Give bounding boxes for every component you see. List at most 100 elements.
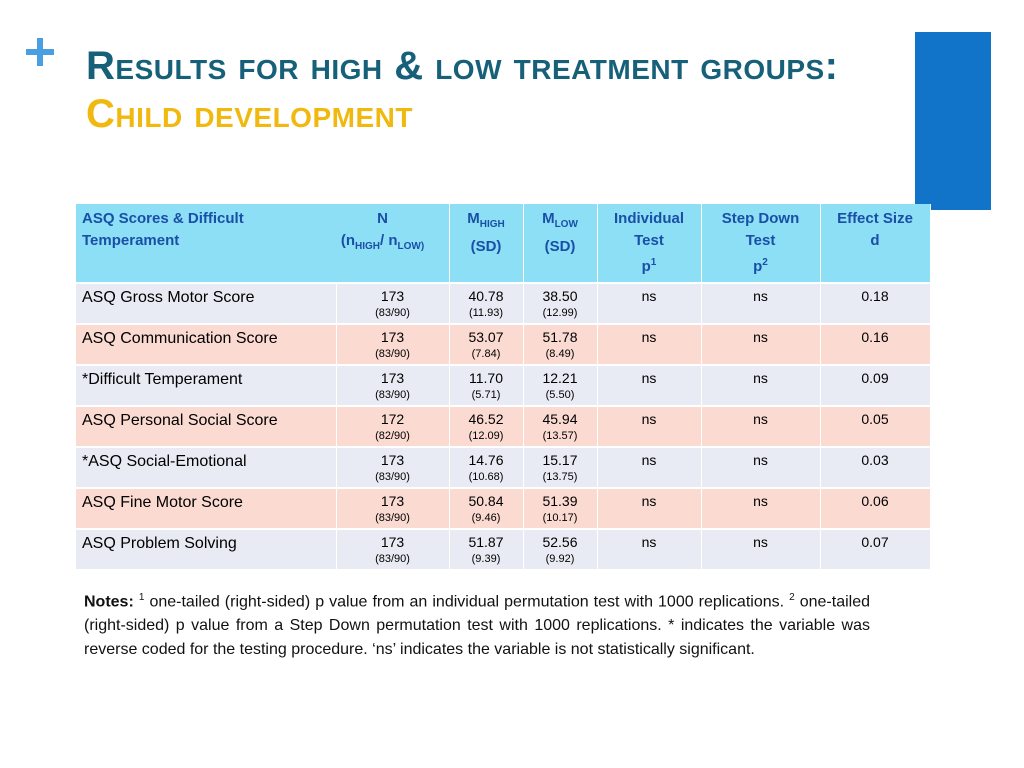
n-split: (82/90) bbox=[375, 430, 410, 442]
cell-m-high: 14.76 (10.68) bbox=[449, 447, 524, 489]
cell-individual-p: ns bbox=[597, 283, 702, 325]
cell-stepdown-p: ns bbox=[701, 365, 821, 407]
n-split: (83/90) bbox=[375, 512, 410, 524]
table-row: ASQ Gross Motor Score 173 (83/90) 40.78 (1… bbox=[76, 283, 931, 325]
cell-m-high: 51.87 (9.39) bbox=[449, 529, 524, 571]
table-header-row: ASQ Scores & Difficult Temperament N (nH… bbox=[76, 204, 931, 284]
cell-n: 173 (83/90) bbox=[336, 365, 450, 407]
header-eff-line2: d bbox=[870, 232, 880, 249]
row-label: *Difficult Temperament bbox=[76, 365, 337, 407]
cell-effect-size: 0.07 bbox=[820, 529, 931, 571]
cell-m-high: 40.78 (11.93) bbox=[449, 283, 524, 325]
mhigh-sd: (12.09) bbox=[468, 430, 504, 442]
table-row: *Difficult Temperament 173 (83/90) 11.70 (… bbox=[76, 365, 931, 407]
header-mhigh-main: M bbox=[467, 210, 480, 227]
notes-paragraph: Notes: 1 one-tailed (right-sided) p valu… bbox=[84, 586, 870, 662]
mhigh-value: 51.87 bbox=[468, 534, 504, 550]
mhigh-value: 11.70 bbox=[469, 370, 503, 386]
mlow-value: 51.78 bbox=[542, 329, 578, 345]
slide-title: Results for high & low treatment groups:… bbox=[86, 38, 866, 142]
header-scores-and-n: ASQ Scores & Difficult Temperament N (nH… bbox=[76, 204, 450, 284]
n-split: (83/90) bbox=[375, 389, 410, 401]
cell-m-high: 46.52 (12.09) bbox=[449, 406, 524, 448]
header-asq-scores: ASQ Scores & Difficult Temperament bbox=[82, 210, 244, 249]
n-value: 173 bbox=[380, 288, 405, 304]
header-mlow-sd: (SD) bbox=[544, 238, 576, 255]
n-value: 173 bbox=[380, 370, 405, 386]
table-row: *ASQ Social-Emotional 173 (83/90) 14.76 (1… bbox=[76, 447, 931, 489]
cell-m-low: 52.56 (9.92) bbox=[523, 529, 598, 571]
mlow-sd: (8.49) bbox=[545, 348, 575, 360]
cell-m-high: 53.07 (7.84) bbox=[449, 324, 524, 366]
header-ind-sup: 1 bbox=[650, 257, 657, 268]
cell-stepdown-p: ns bbox=[701, 447, 821, 489]
cell-n: 173 (83/90) bbox=[336, 488, 450, 530]
cell-stepdown-p: ns bbox=[701, 406, 821, 448]
header-n: N (nHIGH/ nLOW) bbox=[323, 208, 443, 258]
header-eff-line1: Effect Size bbox=[837, 210, 913, 227]
cell-stepdown-p: ns bbox=[701, 283, 821, 325]
header-mlow-main: M bbox=[542, 210, 555, 227]
mhigh-sd: (5.71) bbox=[471, 389, 501, 401]
mhigh-sd: (10.68) bbox=[468, 471, 504, 483]
row-label: *ASQ Social-Emotional bbox=[76, 447, 337, 489]
cell-individual-p: ns bbox=[597, 529, 702, 571]
header-step-line2: Test bbox=[745, 232, 776, 249]
header-mlow-sub: LOW bbox=[554, 219, 578, 230]
cell-individual-p: ns bbox=[597, 365, 702, 407]
cell-effect-size: 0.05 bbox=[820, 406, 931, 448]
n-split: (83/90) bbox=[375, 471, 410, 483]
row-label: ASQ Problem Solving bbox=[76, 529, 337, 571]
mhigh-value: 40.78 bbox=[468, 288, 504, 304]
mhigh-value: 14.76 bbox=[468, 452, 504, 468]
notes-label: Notes: bbox=[84, 593, 134, 611]
table-row: ASQ Problem Solving 173 (83/90) 51.87 (9.3… bbox=[76, 529, 931, 571]
notes-text-2: one-tailed (right-sided) p value from a … bbox=[84, 593, 870, 659]
row-label: ASQ Communication Score bbox=[76, 324, 337, 366]
mlow-value: 51.39 bbox=[542, 493, 578, 509]
n-value: 172 bbox=[380, 411, 405, 427]
table-row: ASQ Communication Score 173 (83/90) 53.07… bbox=[76, 324, 931, 366]
mlow-value: 45.94 bbox=[542, 411, 578, 427]
cell-effect-size: 0.18 bbox=[820, 283, 931, 325]
notes-sup-2: 2 bbox=[789, 592, 795, 603]
header-n-label: N bbox=[377, 210, 388, 227]
cell-n: 173 (83/90) bbox=[336, 447, 450, 489]
header-ind-p: p bbox=[641, 258, 651, 275]
cell-m-low: 38.50 (12.99) bbox=[523, 283, 598, 325]
header-m-high: MHIGH (SD) bbox=[449, 204, 524, 284]
results-table: ASQ Scores & Difficult Temperament N (nH… bbox=[76, 204, 931, 571]
n-value: 173 bbox=[380, 452, 405, 468]
cell-stepdown-p: ns bbox=[701, 488, 821, 530]
header-effect-size: Effect Size d bbox=[820, 204, 931, 284]
cell-m-low: 15.17 (13.75) bbox=[523, 447, 598, 489]
cell-m-low: 45.94 (13.57) bbox=[523, 406, 598, 448]
mhigh-value: 53.07 bbox=[468, 329, 504, 345]
cell-m-low: 12.21 (5.50) bbox=[523, 365, 598, 407]
header-step-sup: 2 bbox=[762, 257, 768, 268]
mlow-value: 52.56 bbox=[542, 534, 578, 550]
header-n-high-sub: HIGH bbox=[355, 241, 380, 252]
cell-m-high: 11.70 (5.71) bbox=[449, 365, 524, 407]
n-value: 173 bbox=[380, 329, 405, 345]
header-step-down-test: Step Down Test p2 bbox=[701, 204, 821, 284]
mlow-sd: (12.99) bbox=[542, 307, 578, 319]
header-ind-line1: Individual bbox=[613, 210, 684, 227]
header-mhigh-sd: (SD) bbox=[470, 238, 502, 255]
header-n-slash: / n bbox=[380, 232, 398, 249]
mhigh-sd: (9.39) bbox=[471, 553, 501, 565]
cell-effect-size: 0.09 bbox=[820, 365, 931, 407]
cell-effect-size: 0.06 bbox=[820, 488, 931, 530]
header-m-low: MLOW (SD) bbox=[523, 204, 598, 284]
mhigh-sd: (9.46) bbox=[471, 512, 501, 524]
cell-n: 173 (83/90) bbox=[336, 529, 450, 571]
mlow-sd: (5.50) bbox=[545, 389, 575, 401]
mhigh-sd: (7.84) bbox=[471, 348, 501, 360]
cell-stepdown-p: ns bbox=[701, 529, 821, 571]
cell-m-high: 50.84 (9.46) bbox=[449, 488, 524, 530]
cell-n: 173 (83/90) bbox=[336, 324, 450, 366]
mlow-value: 12.21 bbox=[542, 370, 578, 386]
header-individual-test: Individual Test p1 bbox=[597, 204, 702, 284]
row-label: ASQ Personal Social Score bbox=[76, 406, 337, 448]
n-split: (83/90) bbox=[375, 348, 410, 360]
